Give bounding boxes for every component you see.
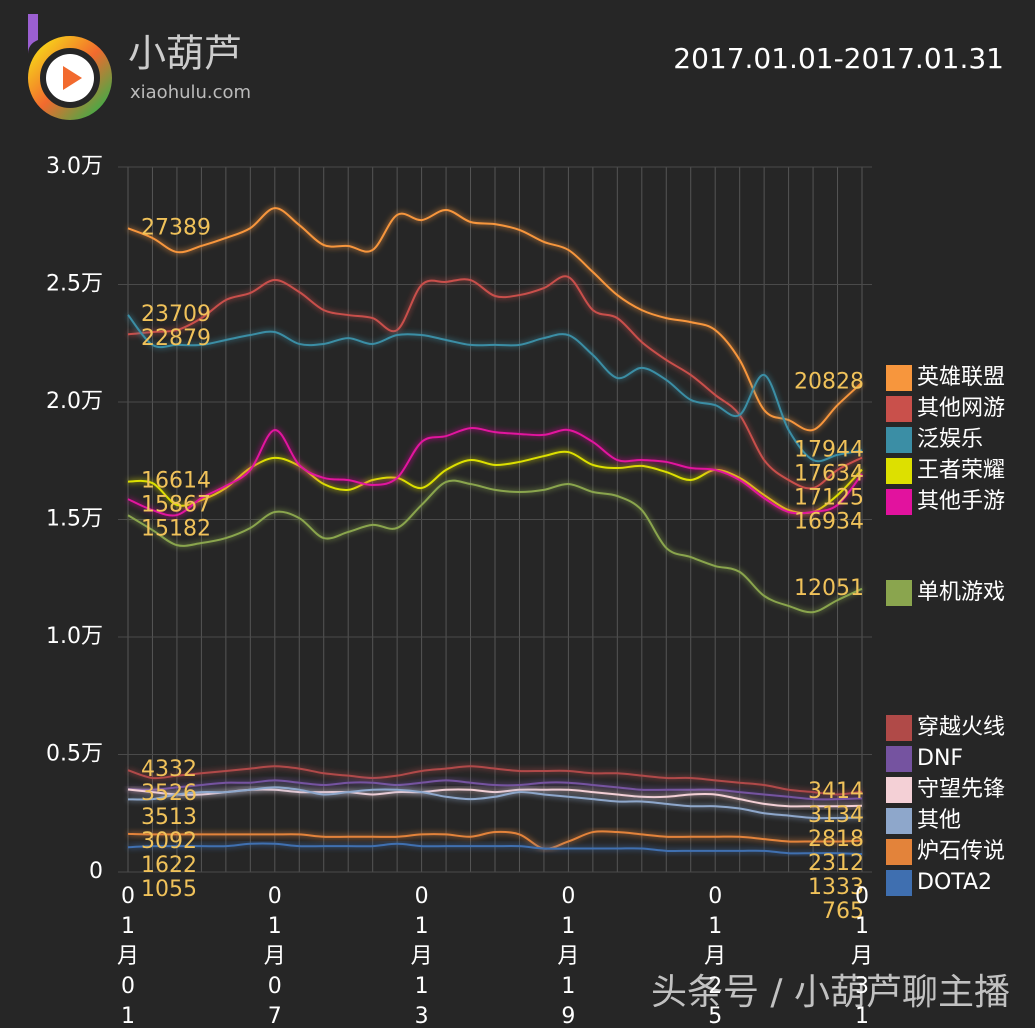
- data-label: 15867: [141, 493, 211, 518]
- legend-swatch: [886, 458, 912, 484]
- x-tick-label: 01月13日: [410, 884, 433, 1028]
- legend-swatch: [886, 777, 912, 803]
- y-tick-label: 2.0万: [46, 389, 103, 414]
- data-label: 3513: [141, 805, 197, 830]
- data-label: 3526: [141, 781, 197, 806]
- legend-swatch: [886, 808, 912, 834]
- logo: [28, 14, 112, 120]
- x-tick-label: 01月25日: [704, 884, 727, 1028]
- data-label: 27389: [141, 215, 211, 240]
- data-label: 16934: [794, 509, 864, 534]
- y-tick-label: 0.5万: [46, 742, 103, 767]
- data-label: 2818: [808, 827, 864, 852]
- date-range: 2017.01.01-2017.01.31: [673, 42, 1004, 75]
- x-tick-label: 01月31日: [850, 884, 873, 1028]
- y-tick-label: 1.5万: [46, 507, 103, 532]
- series-line: [127, 450, 863, 515]
- data-label: 17125: [794, 485, 864, 510]
- x-tick-label: 01月19日: [557, 884, 580, 1028]
- y-tick-label: 2.5万: [46, 272, 103, 297]
- series-line: [127, 786, 863, 820]
- data-label: 1333: [808, 875, 864, 900]
- data-label: 3134: [808, 803, 864, 828]
- legend-swatch: [886, 396, 912, 422]
- data-label: 4332: [141, 757, 197, 782]
- site: xiaohulu.com: [130, 82, 251, 103]
- series-line: [127, 842, 863, 856]
- data-label: 2312: [808, 851, 864, 876]
- series-line: [127, 207, 863, 432]
- data-label: 22879: [141, 326, 211, 351]
- data-label: 16614: [141, 469, 211, 494]
- legend-label: 炉石传说: [917, 839, 1005, 864]
- legend-swatch: [886, 746, 912, 772]
- legend-swatch: [886, 839, 912, 865]
- legend-swatch: [886, 870, 912, 896]
- legend-label: DNF: [917, 746, 963, 771]
- series-line: [127, 765, 863, 796]
- legend-label: 泛娱乐: [917, 427, 983, 452]
- data-label: 15182: [141, 517, 211, 542]
- legend-swatch: [886, 427, 912, 453]
- x-tick-label: 01月01日: [116, 884, 139, 1028]
- y-tick-label: 1.0万: [46, 624, 103, 649]
- data-label: 17634: [794, 461, 864, 486]
- series-line: [127, 830, 863, 850]
- legend-label: 单机游戏: [917, 580, 1005, 605]
- data-label: 1055: [141, 877, 197, 902]
- y-tick-label: 0: [89, 859, 103, 884]
- x-tick-label: 01月07日: [263, 884, 286, 1028]
- series-line: [127, 479, 863, 614]
- data-label: 20828: [794, 370, 864, 395]
- data-label: 1622: [141, 853, 197, 878]
- data-label: 765: [822, 899, 864, 924]
- data-label: 12051: [794, 576, 864, 601]
- watermark: 头条号 / 小葫芦聊主播: [651, 972, 1010, 1013]
- data-label: 23709: [141, 302, 211, 327]
- legend-swatch: [886, 365, 912, 391]
- data-label: 3092: [141, 829, 197, 854]
- data-label: 17944: [794, 437, 864, 462]
- legend-label: 其他: [917, 808, 961, 833]
- legend-swatch: [886, 489, 912, 515]
- legend-label: 其他网游: [917, 396, 1005, 421]
- series-line: [127, 314, 863, 463]
- series-line: [127, 779, 863, 801]
- legend-swatch: [886, 715, 912, 741]
- legend-label: 英雄联盟: [917, 365, 1005, 390]
- legend-label: 其他手游: [917, 489, 1005, 514]
- data-label: 3414: [808, 779, 864, 804]
- legend-label: 王者荣耀: [917, 458, 1005, 483]
- brand: 小葫芦: [128, 32, 242, 76]
- legend-label: 穿越火线: [917, 715, 1005, 740]
- legend-label: 守望先锋: [917, 777, 1005, 802]
- legend-swatch: [886, 580, 912, 606]
- legend-label: DOTA2: [917, 870, 992, 895]
- series-line: [127, 427, 863, 517]
- y-tick-label: 3.0万: [46, 154, 103, 179]
